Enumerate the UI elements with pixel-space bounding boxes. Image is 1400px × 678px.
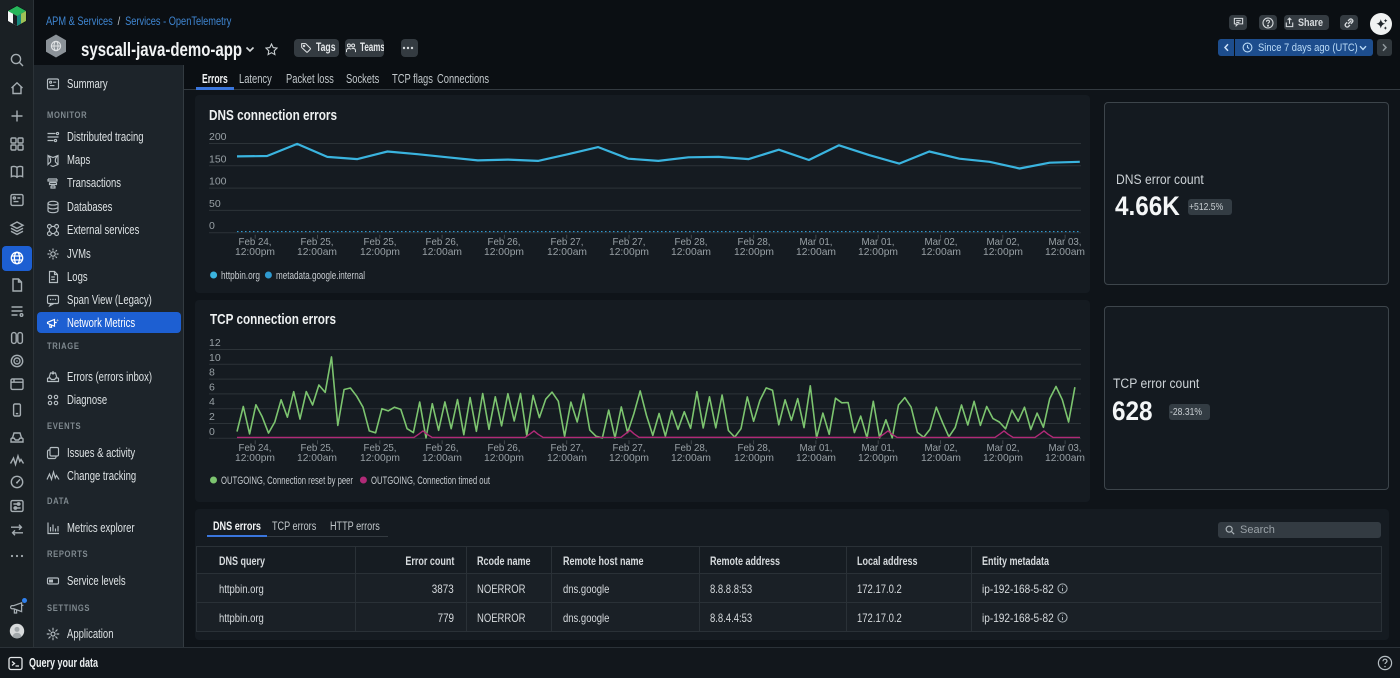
svg-text:Mar 03,: Mar 03,: [1049, 442, 1082, 454]
svg-text:12:00pm: 12:00pm: [235, 452, 275, 464]
svg-text:Feb 25,: Feb 25,: [364, 236, 397, 248]
svg-text:Feb 25,: Feb 25,: [364, 442, 397, 454]
svg-text:Feb 28,: Feb 28,: [675, 442, 708, 454]
svg-text:Mar 02,: Mar 02,: [987, 442, 1020, 454]
svg-text:Feb 26,: Feb 26,: [426, 442, 459, 454]
svg-text:12:00am: 12:00am: [921, 246, 961, 258]
svg-text:Mar 02,: Mar 02,: [925, 442, 958, 454]
svg-text:DNS connection errors: DNS connection errors: [209, 108, 337, 124]
svg-text:12:00pm: 12:00pm: [609, 452, 649, 464]
svg-text:Mar 01,: Mar 01,: [862, 442, 895, 454]
svg-text:12:00am: 12:00am: [297, 452, 337, 464]
svg-text:0: 0: [209, 426, 215, 438]
svg-text:Mar 01,: Mar 01,: [800, 236, 833, 248]
svg-text:200: 200: [209, 131, 227, 143]
svg-text:150: 150: [209, 153, 227, 165]
svg-text:12:00am: 12:00am: [796, 246, 836, 258]
svg-text:Mar 01,: Mar 01,: [862, 236, 895, 248]
svg-text:6: 6: [209, 381, 215, 393]
svg-text:12:00am: 12:00am: [671, 452, 711, 464]
svg-text:Mar 01,: Mar 01,: [800, 442, 833, 454]
svg-text:Feb 25,: Feb 25,: [301, 236, 334, 248]
svg-text:12:00am: 12:00am: [796, 452, 836, 464]
svg-text:OUTGOING, Connection reset by: OUTGOING, Connection reset by peer: [221, 475, 353, 487]
svg-text:12:00pm: 12:00pm: [983, 452, 1023, 464]
svg-text:12: 12: [209, 337, 221, 349]
svg-text:12:00am: 12:00am: [547, 452, 587, 464]
svg-text:Feb 27,: Feb 27,: [613, 442, 646, 454]
svg-text:12:00am: 12:00am: [671, 246, 711, 258]
svg-text:Feb 25,: Feb 25,: [301, 442, 334, 454]
svg-text:8: 8: [209, 367, 215, 379]
svg-text:OUTGOING, Connection timed out: OUTGOING, Connection timed out: [371, 475, 490, 487]
svg-text:12:00pm: 12:00pm: [360, 452, 400, 464]
svg-text:0: 0: [209, 220, 215, 232]
svg-text:Feb 27,: Feb 27,: [551, 236, 584, 248]
svg-text:12:00am: 12:00am: [297, 246, 337, 258]
svg-text:httpbin.org: httpbin.org: [221, 270, 260, 282]
svg-text:12:00pm: 12:00pm: [360, 246, 400, 258]
svg-text:12:00pm: 12:00pm: [858, 452, 898, 464]
svg-text:12:00am: 12:00am: [921, 452, 961, 464]
svg-text:12:00pm: 12:00pm: [858, 246, 898, 258]
svg-text:Feb 24,: Feb 24,: [239, 442, 272, 454]
svg-text:12:00pm: 12:00pm: [235, 246, 275, 258]
svg-text:Mar 03,: Mar 03,: [1049, 236, 1082, 248]
svg-text:TCP connection errors: TCP connection errors: [210, 312, 336, 328]
svg-text:Mar 02,: Mar 02,: [925, 236, 958, 248]
svg-text:100: 100: [209, 176, 227, 188]
svg-text:12:00pm: 12:00pm: [484, 246, 524, 258]
svg-text:12:00am: 12:00am: [422, 452, 462, 464]
svg-text:Feb 26,: Feb 26,: [426, 236, 459, 248]
svg-text:Mar 02,: Mar 02,: [987, 236, 1020, 248]
svg-text:12:00pm: 12:00pm: [734, 246, 774, 258]
svg-text:Feb 26,: Feb 26,: [488, 442, 521, 454]
svg-text:12:00pm: 12:00pm: [734, 452, 774, 464]
svg-text:12:00am: 12:00am: [547, 246, 587, 258]
svg-text:12:00am: 12:00am: [1045, 246, 1085, 258]
svg-text:metadata.google.internal: metadata.google.internal: [276, 270, 365, 282]
svg-text:12:00pm: 12:00pm: [484, 452, 524, 464]
svg-text:12:00pm: 12:00pm: [983, 246, 1023, 258]
svg-text:Feb 28,: Feb 28,: [738, 236, 771, 248]
svg-text:50: 50: [209, 198, 221, 210]
svg-text:10: 10: [209, 352, 221, 364]
svg-text:Feb 26,: Feb 26,: [488, 236, 521, 248]
svg-text:12:00am: 12:00am: [422, 246, 462, 258]
svg-text:2: 2: [209, 411, 215, 423]
svg-text:Feb 28,: Feb 28,: [675, 236, 708, 248]
svg-text:4: 4: [209, 396, 215, 408]
svg-text:12:00am: 12:00am: [1045, 452, 1085, 464]
svg-text:Feb 28,: Feb 28,: [738, 442, 771, 454]
svg-text:12:00pm: 12:00pm: [609, 246, 649, 258]
svg-text:Feb 27,: Feb 27,: [613, 236, 646, 248]
svg-text:Feb 24,: Feb 24,: [239, 236, 272, 248]
svg-text:Feb 27,: Feb 27,: [551, 442, 584, 454]
